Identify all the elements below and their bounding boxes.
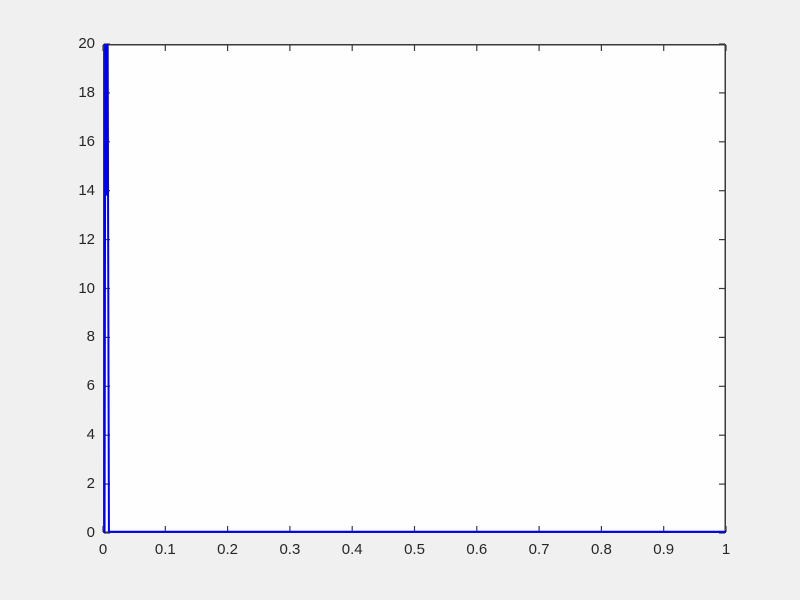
x-tick-label: 0.1	[154, 541, 176, 558]
x-tick-label: 0.5	[404, 541, 425, 558]
y-tick-label: 18	[78, 83, 95, 101]
x-tick-label: 0.7	[528, 541, 550, 558]
y-tick-label: 8	[86, 328, 95, 346]
tick-marks	[102, 43, 727, 534]
x-tick-label: 0.6	[466, 541, 488, 558]
y-tick-label: 16	[78, 132, 95, 150]
y-tick-label: 2	[86, 475, 95, 493]
y-tick-label: 0	[86, 524, 95, 541]
plot-area	[102, 43, 727, 534]
x-tick-label: 0.3	[279, 541, 301, 558]
y-tick-label: 4	[86, 426, 95, 444]
axes-box-border	[103, 44, 726, 533]
x-tick-label: 0.9	[653, 541, 675, 558]
y-tick-label: 6	[86, 377, 95, 395]
y-tick-label: 20	[78, 35, 95, 52]
x-tick-label: 0.4	[341, 541, 363, 558]
data-line	[103, 44, 726, 533]
x-tick-label: 0.2	[217, 541, 239, 558]
y-tick-label: 10	[78, 279, 95, 297]
y-tick-label: 14	[78, 181, 95, 199]
x-tick-label: 1	[721, 541, 731, 558]
x-tick-label: 0	[98, 541, 108, 558]
plot-svg	[102, 43, 727, 534]
x-tick-label: 0.8	[590, 541, 612, 558]
y-tick-label: 12	[78, 230, 95, 248]
